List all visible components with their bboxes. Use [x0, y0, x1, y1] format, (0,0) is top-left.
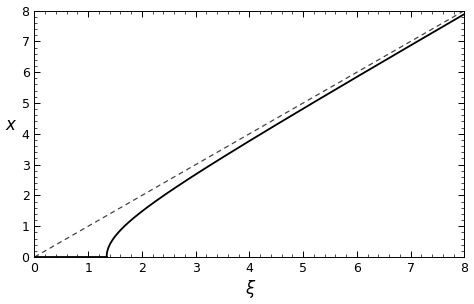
X-axis label: ξ: ξ — [245, 281, 254, 299]
Y-axis label: x: x — [6, 116, 16, 134]
